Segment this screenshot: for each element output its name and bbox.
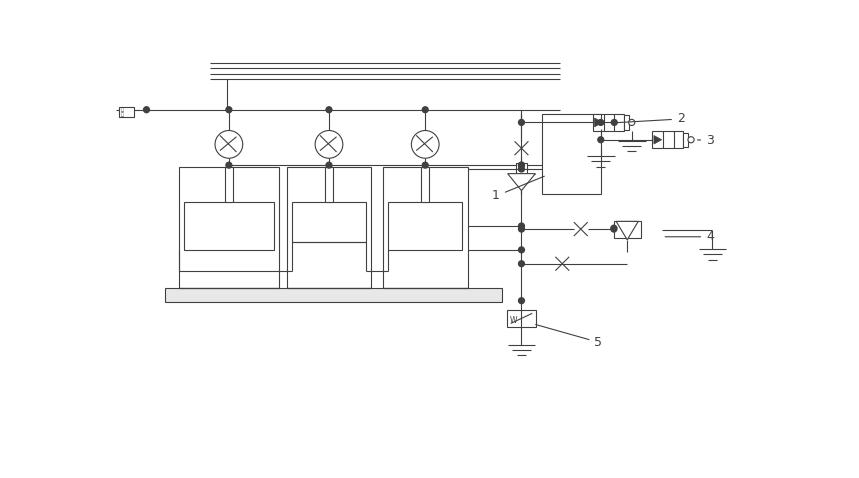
Circle shape <box>629 120 635 126</box>
Circle shape <box>519 166 524 172</box>
Bar <box>287 167 371 288</box>
Circle shape <box>611 225 617 231</box>
Bar <box>225 167 233 202</box>
Bar <box>165 288 503 302</box>
Circle shape <box>423 162 428 168</box>
Bar <box>325 167 333 202</box>
Circle shape <box>611 226 617 232</box>
Circle shape <box>143 107 149 113</box>
Circle shape <box>226 107 232 113</box>
Bar <box>119 107 134 118</box>
Circle shape <box>215 130 243 158</box>
Circle shape <box>598 120 604 125</box>
Bar <box>388 202 462 250</box>
Text: 1: 1 <box>492 176 545 203</box>
Bar <box>652 131 683 148</box>
Circle shape <box>326 162 332 168</box>
Bar <box>507 310 536 327</box>
Circle shape <box>519 120 524 125</box>
Text: 4: 4 <box>665 230 714 243</box>
Polygon shape <box>594 118 602 127</box>
Circle shape <box>688 137 694 143</box>
Bar <box>292 202 366 242</box>
Circle shape <box>423 107 428 113</box>
Polygon shape <box>654 136 661 144</box>
Circle shape <box>519 261 524 267</box>
Text: 压
计: 压 计 <box>120 107 123 117</box>
Circle shape <box>519 223 524 229</box>
Circle shape <box>519 298 524 304</box>
Text: 3: 3 <box>698 134 714 147</box>
Text: 5: 5 <box>536 325 602 349</box>
Circle shape <box>519 226 524 232</box>
Bar <box>421 167 430 202</box>
Circle shape <box>315 130 343 158</box>
Text: 2: 2 <box>617 112 685 125</box>
Bar <box>516 163 527 174</box>
Bar <box>383 167 467 288</box>
Circle shape <box>519 247 524 253</box>
Polygon shape <box>508 174 535 191</box>
Circle shape <box>519 162 524 168</box>
Text: W: W <box>510 316 517 326</box>
Bar <box>179 167 279 288</box>
Bar <box>542 114 600 195</box>
Circle shape <box>519 162 524 168</box>
Circle shape <box>326 107 332 113</box>
Circle shape <box>598 137 604 142</box>
Bar <box>184 202 273 250</box>
Bar <box>614 221 641 239</box>
Bar <box>593 114 624 131</box>
Bar <box>683 133 688 147</box>
Bar <box>624 115 629 130</box>
Circle shape <box>226 162 232 168</box>
Polygon shape <box>616 221 638 240</box>
Circle shape <box>411 130 439 158</box>
Circle shape <box>612 120 617 125</box>
